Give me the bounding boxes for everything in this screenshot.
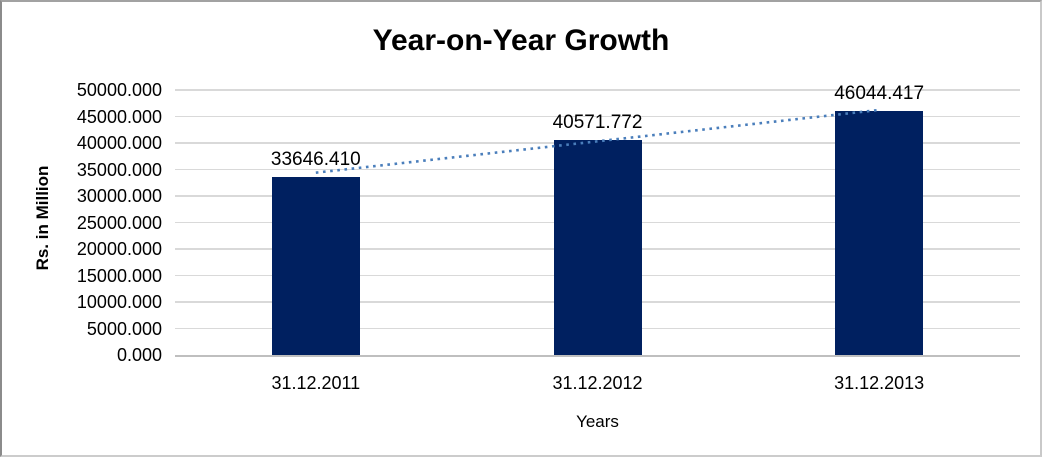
y-tick-label: 25000.000	[76, 212, 162, 233]
y-tick-label: 0.000	[116, 345, 162, 365]
y-tick-label: 50000.000	[76, 80, 162, 100]
bar-data-label: 40571.772	[552, 111, 643, 133]
x-tick-label: 31.12.2013	[834, 373, 925, 393]
bar-data-label: 46044.417	[834, 82, 925, 104]
y-tick-label: 40000.000	[76, 133, 162, 153]
x-tick-label: 31.12.2011	[271, 373, 361, 393]
y-tick-label: 35000.000	[76, 159, 162, 180]
y-tick-label: 5000.000	[86, 318, 162, 339]
y-tick-label: 10000.000	[76, 292, 162, 312]
x-tick-label: 31.12.2012	[552, 373, 643, 393]
y-tick-label: 30000.000	[76, 186, 162, 206]
bar-data-label: 33646.410	[270, 148, 361, 170]
chart-title: Year-on-Year Growth	[372, 24, 670, 57]
bar	[271, 176, 360, 355]
bar	[553, 139, 642, 355]
x-axis-title: Years	[576, 412, 619, 431]
y-tick-label: 45000.000	[76, 106, 162, 127]
y-tick-label: 15000.000	[76, 265, 162, 286]
y-tick-label: 20000.000	[76, 239, 162, 259]
gridline	[175, 89, 1020, 91]
bar	[835, 110, 924, 355]
x-axis-line	[175, 355, 1020, 357]
